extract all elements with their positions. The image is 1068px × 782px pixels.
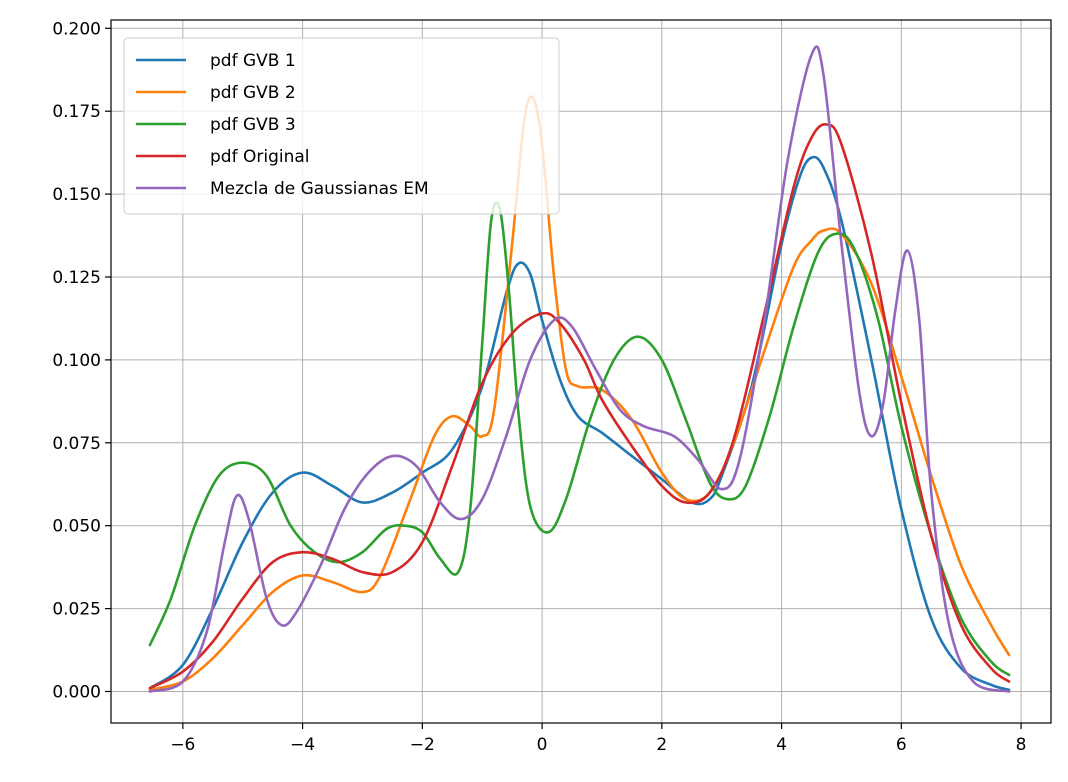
y-tick-label: 0.100	[52, 351, 101, 371]
x-tick-label: −2	[410, 735, 435, 755]
y-axis: 0.000 0.025 0.050 0.075 0.100 0.125 0.150 0.175…	[52, 19, 111, 702]
y-tick-label: 0.000	[52, 682, 101, 702]
y-tick-label: 0.175	[52, 102, 101, 122]
series-lines	[148, 45, 1011, 693]
legend: pdf GVB 1 pdf GVB 2 pdf GVB 3 pdf Original M…	[123, 37, 560, 215]
x-tick-label: 6	[896, 735, 907, 755]
y-tick-label: 0.125	[52, 268, 101, 288]
x-tick-label: −4	[290, 735, 315, 755]
plot-frame	[110, 19, 1052, 724]
legend-label: pdf GVB 3	[210, 115, 296, 135]
x-tick-label: 4	[776, 735, 787, 755]
x-tick-label: 2	[656, 735, 667, 755]
legend-label: Mezcla de Gaussianas EM	[210, 179, 429, 199]
legend-label: pdf Original	[210, 147, 310, 167]
y-tick-label: 0.050	[52, 517, 101, 537]
series-line-4	[148, 122, 1011, 690]
y-tick-label: 0.200	[52, 19, 101, 39]
legend-label: pdf GVB 2	[210, 83, 296, 103]
x-tick-label: −6	[170, 735, 195, 755]
legend-box	[123, 37, 560, 215]
x-tick-label: 8	[1016, 735, 1027, 755]
series-line-5	[148, 45, 1011, 693]
y-tick-label: 0.150	[52, 185, 101, 205]
y-tick-label: 0.025	[52, 600, 101, 620]
y-tick-label: 0.075	[52, 434, 101, 454]
legend-label: pdf GVB 1	[210, 51, 296, 71]
x-tick-label: 0	[537, 735, 548, 755]
series-line-1	[148, 155, 1011, 692]
x-axis: −6 −4 −2 0 2 4 6 8	[170, 723, 1026, 755]
